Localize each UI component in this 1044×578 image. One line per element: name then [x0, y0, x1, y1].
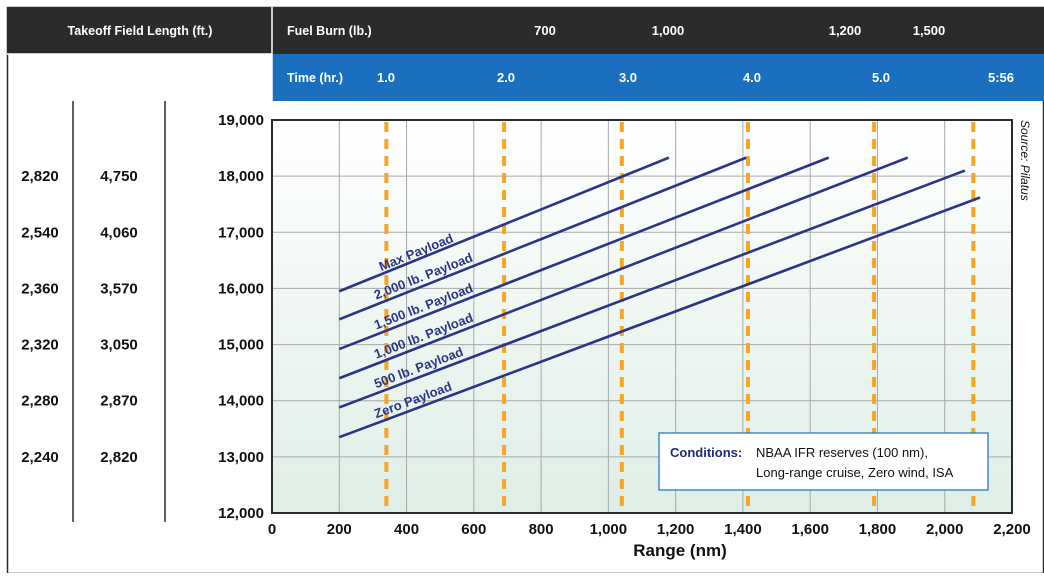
time-values: 1.0 2.0 3.0 4.0 5.0 5:56: [377, 70, 1014, 85]
header-dark-bar: [7, 7, 1044, 54]
series-line: [338, 156, 670, 293]
fuel-burn-value: 1,500: [913, 23, 946, 38]
sl-isa-value: 2,540: [21, 224, 59, 241]
gross-weight-header: Gross Takeoff Weight (lb.): [176, 63, 260, 95]
x-tick-label: 1,000: [590, 521, 628, 538]
time-value: 3.0: [619, 70, 637, 85]
y-tick-label: 15,000: [218, 337, 264, 354]
takeoff-table: 2,820 2,540 2,360 2,320 2,280 2,240 4,750 4,060…: [21, 168, 138, 466]
x-tick-label: 1,200: [657, 521, 695, 538]
y-axis-ticks: 12,000 13,000 14,000 15,000 16,000 17,000 18,0…: [218, 112, 264, 522]
alt-isa-value: 3,050: [100, 337, 138, 354]
sl-isa-value: 2,280: [21, 393, 59, 410]
fuel-burn-value: 1,000: [652, 23, 685, 38]
takeoff-field-length-title: Takeoff Field Length (ft.): [68, 24, 213, 38]
time-value: 4.0: [743, 70, 761, 85]
time-value: 5:56: [988, 70, 1014, 85]
time-value: 1.0: [377, 70, 395, 85]
sl-isa-value: 2,320: [21, 337, 59, 354]
sl-isa-header: SL ISA: [30, 63, 51, 95]
y-tick-label: 17,000: [218, 224, 264, 241]
x-tick-label: 2,000: [926, 521, 964, 538]
alt-isa-value: 3,570: [100, 280, 138, 297]
time-value: 5.0: [872, 70, 890, 85]
conditions-line-2: Long-range cruise, Zero wind, ISA: [756, 465, 954, 480]
alt-isa-value: 2,870: [100, 393, 138, 410]
x-axis-label: Range (nm): [633, 541, 727, 560]
series-line: [338, 156, 830, 351]
series-line: [338, 196, 981, 439]
source-note: Source: Pilatus: [1018, 120, 1032, 201]
sl-isa-value: 2,360: [21, 280, 59, 297]
x-tick-label: 1,400: [724, 521, 762, 538]
plot-border: [271, 119, 1013, 514]
conditions-label: Conditions:: [670, 445, 742, 460]
x-tick-label: 2,200: [993, 521, 1031, 538]
y-tick-label: 14,000: [218, 393, 264, 410]
x-tick-label: 400: [394, 521, 419, 538]
series-line: [338, 156, 909, 380]
fuel-burn-values: 700 1,000 1,200 1,500: [534, 23, 945, 38]
x-tick-label: 600: [461, 521, 486, 538]
x-axis-ticks: 0 200 400 600 800 1,000 1,200 1,400 1,600 1,800 2,…: [268, 521, 1031, 538]
alt-isa-value: 4,060: [100, 224, 138, 241]
series-line: [338, 169, 966, 409]
fuel-burn-label: Fuel Burn (lb.): [287, 24, 372, 38]
fuel-burn-value: 700: [534, 23, 556, 38]
alt-isa-value: 2,820: [100, 449, 138, 466]
sl-isa-value: 2,820: [21, 168, 59, 185]
y-tick-label: 12,000: [218, 505, 264, 522]
alt-isa-value: 4,750: [100, 168, 138, 185]
y-tick-label: 19,000: [218, 112, 264, 129]
x-tick-label: 1,600: [791, 521, 829, 538]
time-value: 2.0: [497, 70, 515, 85]
x-tick-label: 0: [268, 521, 276, 538]
x-tick-label: 1,800: [859, 521, 897, 538]
sl-isa-value: 2,240: [21, 449, 59, 466]
conditions-box: [658, 432, 989, 491]
alt-isa-header: 5,000 ft. ISA+20°C: [91, 63, 147, 95]
y-tick-label: 18,000: [218, 168, 264, 185]
time-label: Time (hr.): [287, 71, 343, 85]
series-line: [338, 156, 747, 321]
x-tick-label: 200: [327, 521, 352, 538]
fuel-burn-value: 1,200: [829, 23, 862, 38]
conditions-line-1: NBAA IFR reserves (100 nm),: [756, 445, 928, 460]
x-tick-label: 800: [529, 521, 554, 538]
series-lines: [338, 156, 981, 439]
y-tick-label: 13,000: [218, 449, 264, 466]
y-tick-label: 16,000: [218, 280, 264, 297]
header-time-bar: [272, 54, 1044, 101]
